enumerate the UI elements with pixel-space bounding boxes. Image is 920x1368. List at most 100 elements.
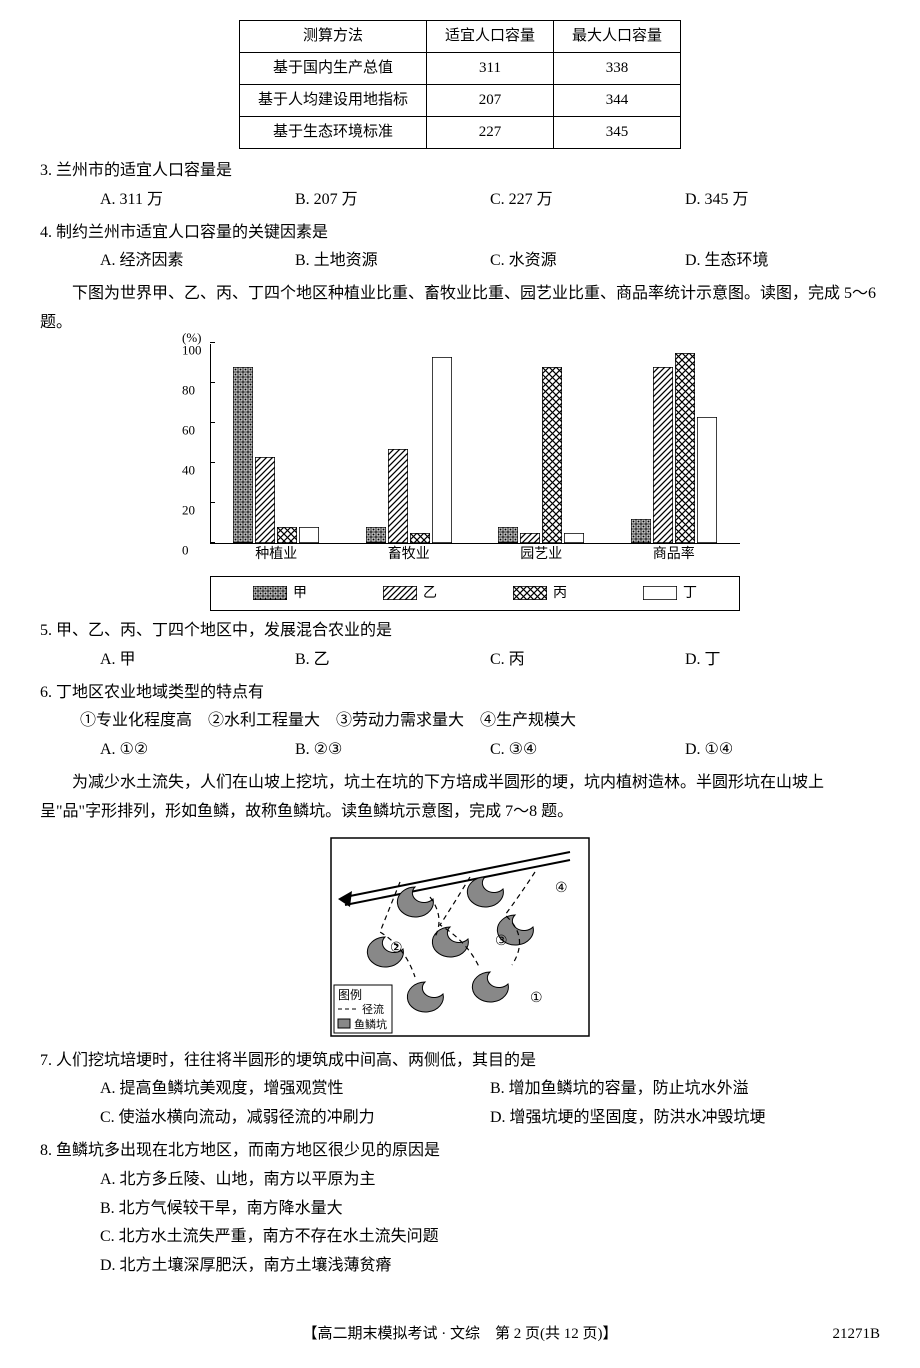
q8-opt-b: B. 北方气候较干旱，南方降水量大 bbox=[40, 1195, 880, 1224]
page-footer: 【高二期末模拟考试 · 文综 第 2 页(共 12 页)】 21271B bbox=[40, 1321, 880, 1348]
q8-opt-c: C. 北方水土流失严重，南方不存在水土流失问题 bbox=[40, 1223, 880, 1252]
q5-opt-d: D. 丁 bbox=[685, 646, 880, 675]
bar bbox=[432, 357, 452, 543]
q3-opt-d: D. 345 万 bbox=[685, 186, 880, 215]
q6-text: 6. 丁地区农业地域类型的特点有 bbox=[40, 679, 880, 708]
bar bbox=[277, 527, 297, 543]
q7-options-row2: C. 使溢水横向流动，减弱径流的冲刷力 D. 增强坑埂的坚固度，防洪水冲毁坑埂 bbox=[40, 1104, 880, 1133]
bar-chart: (%) 020406080100种植业畜牧业园艺业商品率 甲乙丙丁 bbox=[180, 344, 740, 611]
x-label: 园艺业 bbox=[475, 542, 608, 567]
q5-opt-b: B. 乙 bbox=[295, 646, 490, 675]
th-max: 最大人口容量 bbox=[554, 21, 681, 53]
q6-opt-d: D. ①④ bbox=[685, 736, 880, 765]
bar bbox=[255, 457, 275, 543]
q8-opt-a: A. 北方多丘陵、山地，南方以平原为主 bbox=[40, 1166, 880, 1195]
q4-text: 4. 制约兰州市适宜人口容量的关键因素是 bbox=[40, 219, 880, 248]
q3-text: 3. 兰州市的适宜人口容量是 bbox=[40, 157, 880, 186]
x-label: 商品率 bbox=[608, 542, 741, 567]
q6-opt-b: B. ②③ bbox=[295, 736, 490, 765]
chart-group: 畜牧业 bbox=[343, 344, 476, 543]
y-tick: 20 bbox=[182, 499, 195, 522]
q8-opt-d: D. 北方土壤深厚肥沃，南方土壤浅薄贫瘠 bbox=[40, 1252, 880, 1281]
legend-item: 甲 bbox=[253, 581, 307, 606]
x-label: 种植业 bbox=[210, 542, 343, 567]
footer-code: 21271B bbox=[832, 1321, 880, 1348]
q7-opt-c: C. 使溢水横向流动，减弱径流的冲刷力 bbox=[100, 1104, 490, 1133]
question-6: 6. 丁地区农业地域类型的特点有 ①专业化程度高 ②水利工程量大 ③劳动力需求量… bbox=[40, 679, 880, 765]
q5-opt-a: A. 甲 bbox=[100, 646, 295, 675]
legend-item: 丙 bbox=[513, 581, 567, 606]
q4-options: A. 经济因素 B. 土地资源 C. 水资源 D. 生态环境 bbox=[40, 247, 880, 276]
q3-opt-b: B. 207 万 bbox=[295, 186, 490, 215]
fig2-label-2: ② bbox=[390, 941, 403, 956]
y-tick: 40 bbox=[182, 459, 195, 482]
fig2-legend-pit: 鱼鳞坑 bbox=[354, 1017, 387, 1031]
table-row: 基于人均建设用地指标 207 344 bbox=[239, 85, 680, 117]
question-4: 4. 制约兰州市适宜人口容量的关键因素是 A. 经济因素 B. 土地资源 C. … bbox=[40, 219, 880, 277]
legend-label: 乙 bbox=[423, 581, 437, 606]
question-7: 7. 人们挖坑培埂时，往往将半圆形的埂筑成中间高、两侧低，其目的是 A. 提高鱼… bbox=[40, 1047, 880, 1133]
legend-item: 乙 bbox=[383, 581, 437, 606]
th-method: 测算方法 bbox=[239, 21, 426, 53]
bar bbox=[366, 527, 386, 543]
q3-options: A. 311 万 B. 207 万 C. 227 万 D. 345 万 bbox=[40, 186, 880, 215]
q6-opt-a: A. ①② bbox=[100, 736, 295, 765]
q7-opt-a: A. 提高鱼鳞坑美观度，增强观赏性 bbox=[100, 1075, 490, 1104]
q6-opt-c: C. ③④ bbox=[490, 736, 685, 765]
bar bbox=[498, 527, 518, 543]
q8-options: A. 北方多丘陵、山地，南方以平原为主 B. 北方气候较干旱，南方降水量大 C.… bbox=[40, 1166, 880, 1281]
q4-opt-a: A. 经济因素 bbox=[100, 247, 295, 276]
fig2-label-1: ① bbox=[530, 991, 543, 1006]
bar bbox=[631, 519, 651, 543]
q5-opt-c: C. 丙 bbox=[490, 646, 685, 675]
bar bbox=[697, 417, 717, 543]
passage-1: 下图为世界甲、乙、丙、丁四个地区种植业比重、畜牧业比重、园艺业比重、商品率统计示… bbox=[40, 280, 880, 338]
th-suitable: 适宜人口容量 bbox=[426, 21, 553, 53]
q7-text: 7. 人们挖坑培埂时，往往将半圆形的埂筑成中间高、两侧低，其目的是 bbox=[40, 1047, 880, 1076]
bar bbox=[299, 527, 319, 543]
chart-group: 商品率 bbox=[608, 344, 741, 543]
q4-opt-c: C. 水资源 bbox=[490, 247, 685, 276]
y-tick: 0 bbox=[182, 539, 189, 562]
q4-opt-b: B. 土地资源 bbox=[295, 247, 490, 276]
bar bbox=[388, 449, 408, 543]
y-tick: 60 bbox=[182, 419, 195, 442]
bar bbox=[542, 367, 562, 543]
q6-sub: ①专业化程度高 ②水利工程量大 ③劳动力需求量大 ④生产规模大 bbox=[40, 707, 880, 736]
legend-label: 甲 bbox=[293, 581, 307, 606]
fig2-label-3: ③ bbox=[495, 934, 508, 949]
population-table: 测算方法 适宜人口容量 最大人口容量 基于国内生产总值 311 338 基于人均… bbox=[239, 20, 681, 149]
legend-item: 丁 bbox=[643, 581, 697, 606]
question-8: 8. 鱼鳞坑多出现在北方地区，而南方地区很少见的原因是 A. 北方多丘陵、山地，… bbox=[40, 1137, 880, 1281]
q7-opt-d: D. 增强坑埂的坚固度，防洪水冲毁坑埂 bbox=[490, 1104, 880, 1133]
chart-group: 种植业 bbox=[210, 344, 343, 543]
footer-main: 【高二期末模拟考试 · 文综 第 2 页(共 12 页)】 bbox=[303, 1326, 618, 1342]
q6-options: A. ①② B. ②③ C. ③④ D. ①④ bbox=[40, 736, 880, 765]
x-label: 畜牧业 bbox=[343, 542, 476, 567]
y-tick: 80 bbox=[182, 379, 195, 402]
q5-options: A. 甲 B. 乙 C. 丙 D. 丁 bbox=[40, 646, 880, 675]
q7-options-row1: A. 提高鱼鳞坑美观度，增强观赏性 B. 增加鱼鳞坑的容量，防止坑水外溢 bbox=[40, 1075, 880, 1104]
fig2-label-4: ④ bbox=[555, 881, 568, 896]
q5-text: 5. 甲、乙、丙、丁四个地区中，发展混合农业的是 bbox=[40, 617, 880, 646]
chart-legend: 甲乙丙丁 bbox=[210, 576, 740, 611]
legend-label: 丙 bbox=[553, 581, 567, 606]
legend-label: 丁 bbox=[683, 581, 697, 606]
table-row: 基于生态环境标准 227 345 bbox=[239, 117, 680, 149]
bar bbox=[233, 367, 253, 543]
y-tick: 100 bbox=[182, 339, 202, 362]
bar bbox=[675, 353, 695, 543]
chart-group: 园艺业 bbox=[475, 344, 608, 543]
q3-opt-a: A. 311 万 bbox=[100, 186, 295, 215]
q3-opt-c: C. 227 万 bbox=[490, 186, 685, 215]
q8-text: 8. 鱼鳞坑多出现在北方地区，而南方地区很少见的原因是 bbox=[40, 1137, 880, 1166]
q4-opt-d: D. 生态环境 bbox=[685, 247, 880, 276]
passage-2: 为减少水土流失，人们在山坡上挖坑，坑土在坑的下方培成半圆形的埂，坑内植树造林。半… bbox=[40, 769, 880, 827]
q7-opt-b: B. 增加鱼鳞坑的容量，防止坑水外溢 bbox=[490, 1075, 880, 1104]
table-row: 基于国内生产总值 311 338 bbox=[239, 53, 680, 85]
bar bbox=[653, 367, 673, 543]
question-3: 3. 兰州市的适宜人口容量是 A. 311 万 B. 207 万 C. 227 … bbox=[40, 157, 880, 215]
fig2-legend-title: 图例 bbox=[338, 988, 362, 1002]
table-header-row: 测算方法 适宜人口容量 最大人口容量 bbox=[239, 21, 680, 53]
fig2-legend-runoff: 径流 bbox=[362, 1002, 384, 1016]
